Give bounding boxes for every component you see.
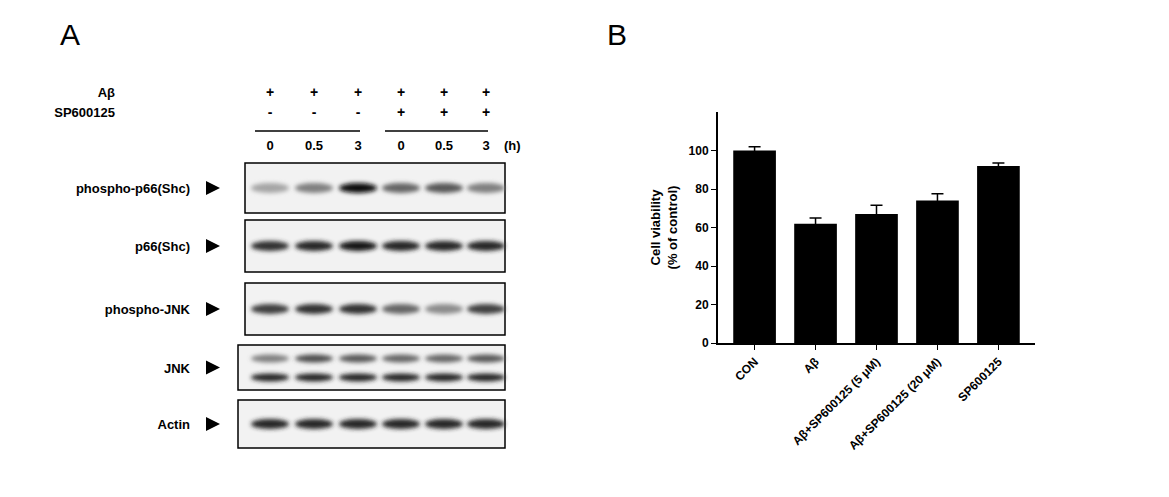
svg-text:3: 3 [482,138,489,153]
svg-text:-: - [268,104,273,120]
svg-text:Aβ: Aβ [98,85,115,100]
svg-text:-: - [312,104,317,120]
svg-text:+: + [440,104,448,120]
html-text:B: B [607,18,627,51]
svg-text:+: + [310,84,318,100]
svg-text:Aβ+SP600125 (20 μM): Aβ+SP600125 (20 μM) [846,355,944,453]
svg-text:phospho-JNK: phospho-JNK [105,302,191,317]
svg-text:100: 100 [689,144,709,158]
svg-text:0: 0 [702,336,709,350]
svg-text:+: + [397,84,405,100]
svg-text:0.5: 0.5 [305,138,323,153]
svg-text:+: + [354,84,362,100]
html-text:A: A [60,18,80,51]
svg-text:3: 3 [354,138,361,153]
svg-text:CON: CON [732,355,761,384]
svg-text:+: + [482,104,490,120]
svg-text:+: + [397,104,405,120]
svg-text:Actin: Actin [158,417,191,432]
svg-text:+: + [266,84,274,100]
svg-text:40: 40 [695,259,709,273]
svg-text:0.5: 0.5 [435,138,453,153]
svg-text:-: - [356,104,361,120]
svg-text:Aβ: Aβ [801,355,822,376]
svg-text:JNK: JNK [164,361,191,376]
svg-text:(h): (h) [504,138,521,153]
svg-text:Cell viability(% of control): Cell viability(% of control) [648,186,680,270]
svg-text:0: 0 [266,138,273,153]
svg-text:phospho-p66(Shc): phospho-p66(Shc) [76,181,190,196]
svg-text:80: 80 [695,182,709,196]
svg-text:0: 0 [397,138,404,153]
svg-text:20: 20 [695,298,709,312]
svg-text:+: + [482,84,490,100]
svg-text:Aβ+SP600125 (5 μM): Aβ+SP600125 (5 μM) [790,355,883,448]
svg-text:60: 60 [695,221,709,235]
svg-text:SP600125: SP600125 [54,105,115,120]
svg-text:SP600125: SP600125 [955,355,1005,405]
svg-text:+: + [440,84,448,100]
svg-text:p66(Shc): p66(Shc) [135,239,190,254]
